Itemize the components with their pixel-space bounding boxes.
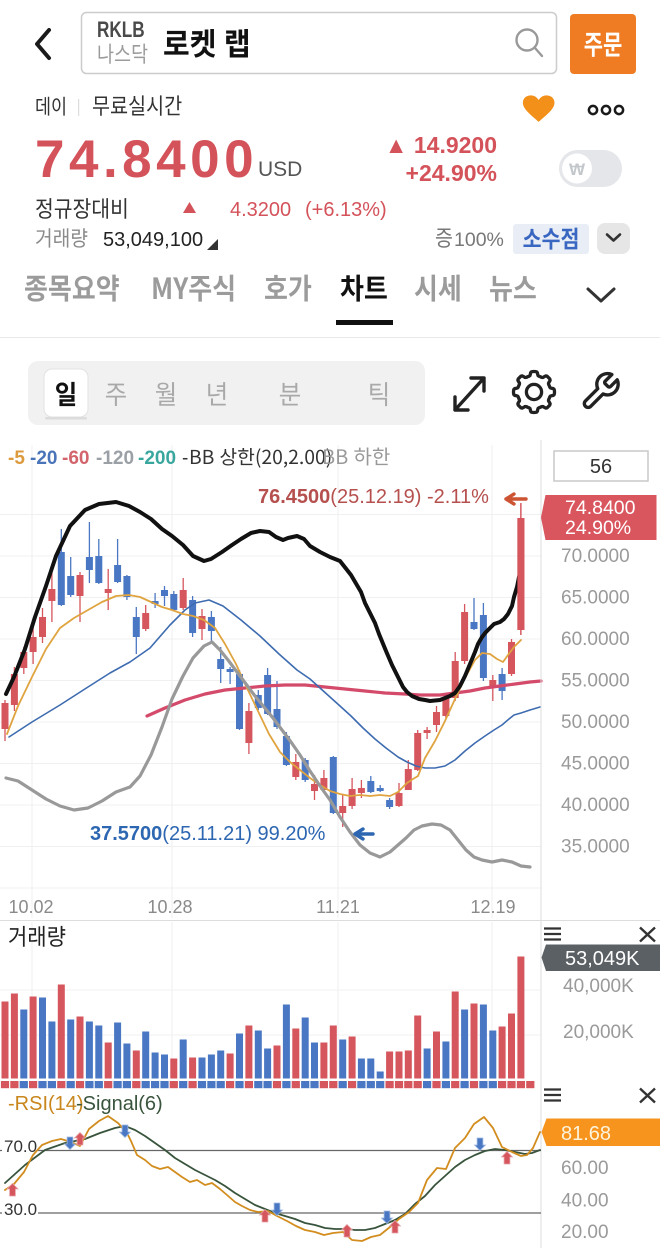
svg-text:-Signal(6): -Signal(6): [76, 1093, 163, 1115]
svg-text:10.28: 10.28: [147, 897, 192, 917]
svg-text:76.4500(25.12.19) -2.11%: 76.4500(25.12.19) -2.11%: [258, 486, 489, 508]
svg-text:20.00: 20.00: [561, 1222, 609, 1243]
svg-text:-20: -20: [30, 448, 57, 469]
svg-text:24.90%: 24.90%: [565, 517, 631, 539]
svg-text:-200: -200: [138, 448, 176, 469]
svg-text:74.8400: 74.8400: [565, 497, 636, 519]
svg-text:-RSI(14): -RSI(14): [8, 1093, 84, 1115]
svg-text:81.68: 81.68: [561, 1123, 611, 1145]
svg-text:USD: USD: [258, 158, 302, 181]
svg-text:55.0000: 55.0000: [561, 671, 630, 692]
svg-text:-120: -120: [96, 448, 134, 469]
svg-text:53,049,100: 53,049,100: [103, 229, 203, 251]
svg-text:-: -: [182, 448, 188, 469]
svg-text:45.0000: 45.0000: [561, 754, 630, 775]
svg-text:53,049K: 53,049K: [565, 948, 640, 970]
svg-text:-5: -5: [8, 448, 25, 469]
svg-text:10.02: 10.02: [8, 897, 53, 917]
svg-text:RKLB: RKLB: [97, 18, 145, 43]
svg-text:56: 56: [590, 456, 612, 478]
svg-text:70.0000: 70.0000: [561, 546, 630, 567]
svg-text:11.21: 11.21: [316, 897, 360, 917]
svg-text:+24.90%: +24.90%: [406, 160, 497, 186]
svg-text:40.0000: 40.0000: [561, 795, 630, 816]
svg-text:37.5700(25.11.21) 99.20%: 37.5700(25.11.21) 99.20%: [90, 823, 326, 845]
svg-text:74.8400: 74.8400: [35, 130, 258, 189]
svg-text:20,000K: 20,000K: [563, 1022, 634, 1043]
svg-text:50.0000: 50.0000: [561, 712, 630, 733]
svg-text:35.0000: 35.0000: [561, 837, 630, 858]
svg-text:60.00: 60.00: [561, 1158, 609, 1179]
svg-text:40.00: 40.00: [561, 1191, 609, 1212]
svg-text:W: W: [569, 160, 586, 179]
svg-text:-60: -60: [62, 448, 89, 469]
svg-text:30.0: 30.0: [4, 1200, 37, 1219]
svg-text:▲ 14.9200: ▲ 14.9200: [385, 132, 497, 158]
svg-text:70.0: 70.0: [4, 1137, 37, 1156]
svg-text:100%: 100%: [454, 229, 504, 251]
svg-text:60.0000: 60.0000: [561, 629, 630, 650]
svg-text:12.19: 12.19: [470, 897, 515, 917]
svg-text:40,000K: 40,000K: [563, 976, 634, 997]
svg-text:4.3200: 4.3200: [230, 199, 291, 221]
svg-text:65.0000: 65.0000: [561, 588, 630, 609]
svg-text:(+6.13%): (+6.13%): [305, 199, 387, 221]
